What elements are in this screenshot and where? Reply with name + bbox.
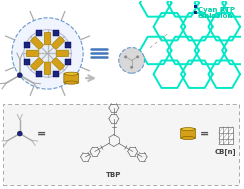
Ellipse shape <box>64 72 78 75</box>
FancyBboxPatch shape <box>30 57 43 70</box>
Bar <box>65 42 71 48</box>
Bar <box>24 59 30 65</box>
Circle shape <box>17 73 22 78</box>
FancyBboxPatch shape <box>3 104 239 185</box>
Circle shape <box>130 66 133 69</box>
Circle shape <box>24 30 71 77</box>
Circle shape <box>17 131 22 136</box>
Bar <box>36 30 42 36</box>
Bar <box>65 59 71 65</box>
Circle shape <box>124 55 127 58</box>
Text: =: = <box>200 129 210 139</box>
FancyBboxPatch shape <box>219 127 233 144</box>
Ellipse shape <box>64 81 78 84</box>
Bar <box>24 42 30 48</box>
Bar <box>194 11 197 14</box>
Text: CB[n]: CB[n] <box>215 148 236 155</box>
Bar <box>53 30 59 36</box>
Circle shape <box>119 47 144 73</box>
Text: =: = <box>37 129 46 139</box>
Circle shape <box>136 55 139 58</box>
Bar <box>36 70 42 77</box>
Circle shape <box>12 18 83 89</box>
FancyBboxPatch shape <box>51 57 64 70</box>
FancyBboxPatch shape <box>51 36 64 49</box>
FancyBboxPatch shape <box>30 36 43 49</box>
FancyBboxPatch shape <box>44 32 51 45</box>
Bar <box>194 5 197 8</box>
FancyBboxPatch shape <box>64 73 79 83</box>
FancyBboxPatch shape <box>44 62 51 74</box>
Ellipse shape <box>181 136 195 140</box>
Ellipse shape <box>181 128 195 131</box>
Bar <box>53 70 59 77</box>
Text: TBP: TBP <box>106 172 122 178</box>
Text: Cyan RTP: Cyan RTP <box>198 7 235 13</box>
Text: emission: emission <box>198 13 233 19</box>
FancyBboxPatch shape <box>26 50 39 57</box>
FancyBboxPatch shape <box>56 50 69 57</box>
FancyBboxPatch shape <box>181 129 195 139</box>
